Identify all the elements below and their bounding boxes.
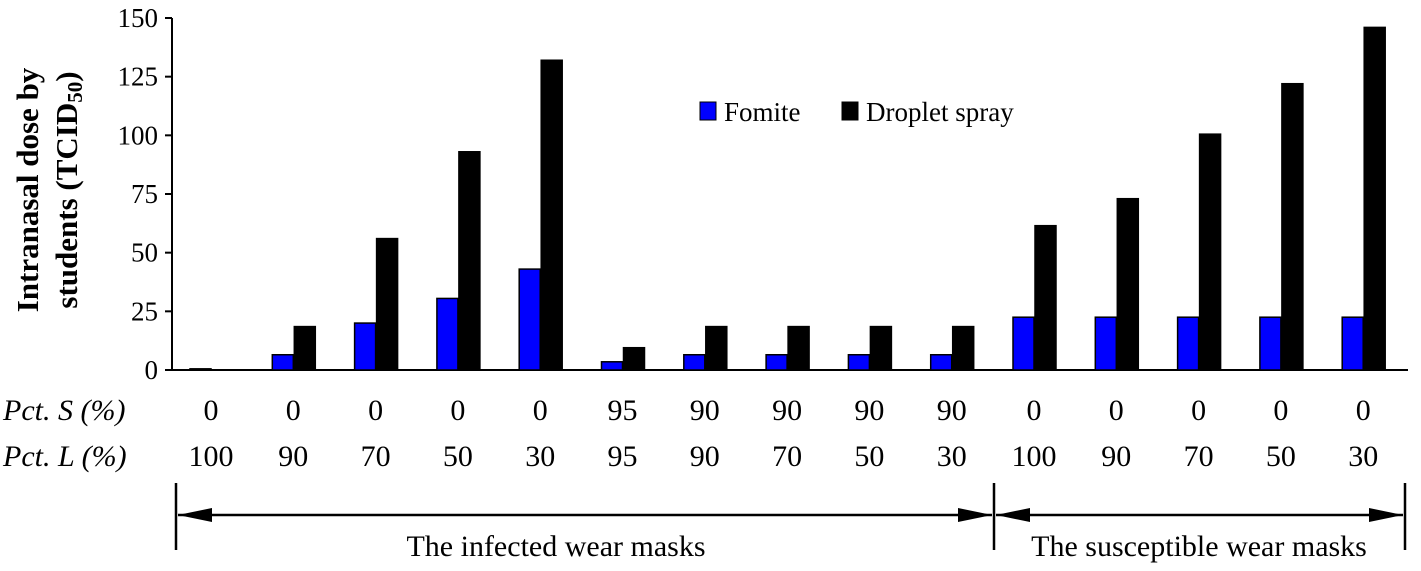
pct-l-value: 30 xyxy=(937,440,967,473)
bar-fomite xyxy=(1341,316,1364,371)
pct-l-value: 50 xyxy=(854,440,884,473)
bar-droplet-spray xyxy=(540,59,563,371)
legend-swatch-droplet-spray xyxy=(841,101,859,121)
pct-l-value: 100 xyxy=(1012,440,1057,473)
y-tick-label: 150 xyxy=(118,3,159,33)
y-tick-label: 25 xyxy=(131,296,158,326)
pct-s-value: 0 xyxy=(204,394,219,427)
pct-s-value: 0 xyxy=(450,394,465,427)
pct-s-value: 0 xyxy=(368,394,383,427)
bar-droplet-spray xyxy=(622,346,646,371)
bar-fomite xyxy=(847,353,871,371)
bar-fomite xyxy=(765,353,788,371)
y-axis-label-line1: Intranasal dose by xyxy=(10,67,45,312)
pct-s-value: 0 xyxy=(286,394,301,427)
group-brackets: The infected wear masks The susceptible w… xyxy=(174,483,1407,563)
bar-fomite xyxy=(1259,316,1282,371)
bar-droplet-spray xyxy=(1116,197,1140,371)
y-tick-label: 125 xyxy=(118,62,159,92)
bar-fomite xyxy=(1176,316,1200,371)
bar-droplet-spray xyxy=(458,151,481,371)
bar-droplet-spray xyxy=(787,325,810,371)
pct-s-row-label: Pct. S (%) xyxy=(2,394,125,427)
bar-fomite xyxy=(189,368,212,371)
pct-s-value: 90 xyxy=(772,394,802,427)
bar-droplet-spray xyxy=(869,325,893,371)
bar-fomite xyxy=(436,297,459,371)
legend-label-droplet-spray: Droplet spray xyxy=(866,97,1014,127)
pct-l-value: 50 xyxy=(443,440,473,473)
y-axis-label-line2-suffix: ) xyxy=(49,71,84,81)
infected-bracket-arrowhead-right xyxy=(958,508,992,522)
pct-s-value: 90 xyxy=(690,394,720,427)
pct-s-value: 90 xyxy=(854,394,884,427)
pct-s-value: 0 xyxy=(1356,394,1371,427)
pct-l-value: 90 xyxy=(278,440,308,473)
infected-bracket-arrowhead-left xyxy=(178,508,212,522)
pct-s-value: 0 xyxy=(1027,394,1042,427)
pct-l-value: 70 xyxy=(1184,440,1214,473)
bars xyxy=(189,26,1386,371)
pct-l-value: 90 xyxy=(1101,440,1131,473)
bar-droplet-spray xyxy=(293,325,317,371)
bar-fomite xyxy=(518,268,541,371)
bar-droplet-spray xyxy=(705,325,728,371)
legend-label-fomite: Fomite xyxy=(724,97,801,127)
bar-fomite xyxy=(353,322,377,371)
legend-swatch-fomite xyxy=(699,101,717,121)
pct-l-value: 30 xyxy=(1348,440,1378,473)
pct-l-value: 30 xyxy=(525,440,555,473)
bar-droplet-spray xyxy=(375,237,399,371)
bar-fomite xyxy=(271,353,295,371)
pct-s-value: 95 xyxy=(608,394,638,427)
susceptible-bracket-arrowhead-right xyxy=(1369,508,1403,522)
pct-s-value: 0 xyxy=(1273,394,1288,427)
pct-l-value: 70 xyxy=(361,440,391,473)
bar-droplet-spray xyxy=(1363,26,1386,371)
pct-l-value: 90 xyxy=(690,440,720,473)
pct-l-value: 100 xyxy=(189,440,234,473)
parameter-rows: Pct. S (%) 0 0 0 0 0 95 90 90 90 90 0 0 0 0 0 Pct. L (%)… xyxy=(2,394,1378,473)
y-tick-label: 50 xyxy=(131,238,158,268)
pct-l-value: 70 xyxy=(772,440,802,473)
bar-fomite xyxy=(929,353,953,371)
pct-s-value: 0 xyxy=(1191,394,1206,427)
y-axis-label-line2: students (TCID50) xyxy=(49,71,87,308)
y-axis-label-line2-prefix: students (TCID xyxy=(49,103,84,309)
pct-l-value: 50 xyxy=(1266,440,1296,473)
y-tick-label: 75 xyxy=(131,179,158,209)
bar-droplet-spray xyxy=(1281,82,1304,371)
bar-fomite xyxy=(600,361,624,371)
bar-droplet-spray xyxy=(951,325,975,371)
susceptible-bracket-arrowhead-left xyxy=(996,508,1030,522)
bar-fomite xyxy=(1094,316,1118,371)
bar-droplet-spray xyxy=(1198,133,1222,371)
bar-droplet-spray xyxy=(1034,224,1057,371)
group-label-infected: The infected wear masks xyxy=(406,530,705,563)
y-axis-label-subscript: 50 xyxy=(63,82,87,103)
y-tick-label: 100 xyxy=(118,120,159,150)
y-tick-label: 0 xyxy=(145,355,159,385)
y-axis-label: Intranasal dose by students (TCID50) xyxy=(10,67,87,312)
bar-fomite xyxy=(1012,316,1035,371)
pct-l-row-label: Pct. L (%) xyxy=(2,440,127,473)
pct-s-value: 90 xyxy=(937,394,967,427)
group-label-susceptible: The susceptible wear masks xyxy=(1031,530,1367,563)
pct-l-value: 95 xyxy=(608,440,638,473)
pct-s-value: 0 xyxy=(1109,394,1124,427)
legend: Fomite Droplet spray xyxy=(699,97,1014,127)
bar-fomite xyxy=(683,353,706,371)
pct-s-value: 0 xyxy=(533,394,548,427)
